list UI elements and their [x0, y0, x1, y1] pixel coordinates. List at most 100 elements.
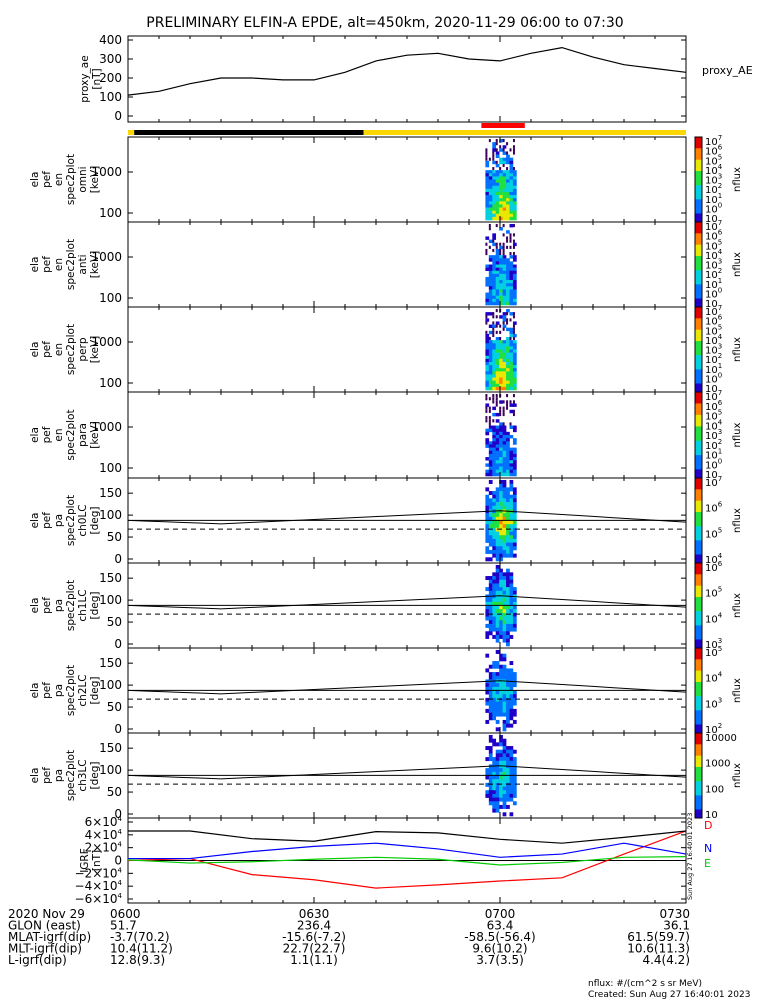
spectro-cell — [509, 753, 514, 758]
spectro-cell — [502, 315, 507, 319]
spectro-cell — [502, 270, 507, 275]
colorbar-swatch — [695, 639, 702, 643]
spectro-cell — [512, 535, 517, 540]
spectro-cell — [495, 590, 500, 595]
spectro-cell — [492, 301, 497, 306]
spectro-cell — [499, 298, 503, 303]
spectro-cell — [495, 727, 500, 732]
spectro-cell — [499, 198, 503, 202]
spectro-cell — [512, 425, 517, 429]
spectro-cell — [488, 705, 493, 710]
spectro-cell — [502, 694, 507, 699]
colorbar-swatch — [695, 543, 702, 547]
spectro-cell — [509, 498, 514, 503]
igrf-series-total — [128, 830, 687, 844]
colorbar-swatch — [695, 761, 702, 765]
colorbar-swatch — [695, 523, 702, 527]
spectro-cell — [499, 248, 502, 253]
spectro-cell — [506, 460, 510, 464]
spectro-cell — [499, 779, 503, 784]
spectro-cell — [502, 400, 505, 404]
spectro-cell — [509, 157, 514, 162]
spectro-cell — [485, 185, 490, 190]
spectro-cell — [509, 148, 512, 152]
spectro-cell — [492, 801, 497, 806]
spectro-cell — [506, 261, 510, 265]
spectro-cell — [488, 664, 493, 669]
spectro-cell — [509, 697, 514, 702]
energy-panel-label: pef — [41, 426, 53, 443]
spectro-cell — [499, 330, 502, 334]
spectro-cell — [495, 579, 500, 584]
spectro-cell — [495, 142, 498, 146]
spectro-cell — [495, 513, 500, 518]
spectro-cell — [506, 383, 510, 388]
spectro-cell — [506, 176, 510, 180]
spectro-cell — [512, 542, 517, 547]
spectro-cell — [499, 195, 503, 199]
spectro-cell — [495, 472, 500, 477]
spectro-cell — [499, 170, 503, 174]
spectro-cell — [509, 634, 514, 639]
spectro-cell — [506, 697, 510, 702]
ae-series-line — [127, 46, 687, 96]
spectro-cell — [488, 195, 493, 199]
spectro-cell — [492, 406, 497, 411]
colorbar-swatch — [695, 554, 702, 558]
spectro-cell — [492, 701, 497, 706]
spectro-cell — [495, 686, 500, 691]
spectro-cell — [492, 583, 497, 588]
spectro-cell — [492, 516, 497, 521]
spectro-cell — [502, 204, 507, 208]
spectro-cell — [509, 270, 514, 275]
colorbar-swatch — [695, 744, 702, 748]
spectro-cell — [512, 340, 517, 344]
pitch-angle-panel-label: ela — [29, 683, 41, 699]
spectro-cell — [495, 516, 500, 521]
colorbar-swatch — [695, 241, 702, 246]
colorbar-swatch — [695, 704, 702, 708]
spectro-cell — [502, 683, 507, 688]
sunlight-bar-segment — [134, 130, 364, 135]
spectro-cell — [502, 245, 505, 249]
spectro-cell — [488, 531, 493, 536]
colorbar-swatch — [695, 568, 702, 572]
colorbar-swatch — [695, 386, 702, 390]
colorbar-tick: 104 — [705, 671, 723, 685]
spectro-cell — [492, 590, 497, 595]
spectro-cell — [506, 642, 510, 647]
spectro-cell — [495, 213, 500, 218]
spectro-cell — [485, 154, 488, 158]
spectro-cell — [499, 428, 503, 433]
spectro-cell — [485, 782, 490, 787]
y-tick-label: 50 — [107, 530, 122, 544]
spectro-cell — [499, 742, 503, 747]
spectro-cell — [509, 327, 514, 332]
spectro-cell — [506, 406, 509, 410]
colorbar-swatch — [695, 625, 702, 629]
spectro-cell — [502, 572, 507, 577]
spectro-cell — [506, 491, 510, 496]
spectro-cell — [495, 779, 500, 784]
energy-panel-frame — [127, 306, 687, 393]
spectro-cell — [509, 790, 514, 795]
spectro-cell — [485, 683, 490, 688]
pitch-angle-spectrogram — [485, 565, 517, 647]
spectro-cell — [495, 261, 500, 265]
spectro-cell — [512, 768, 517, 773]
colorbar-swatch — [695, 514, 702, 519]
spectro-cell — [499, 447, 503, 452]
spectro-cell — [506, 346, 510, 350]
spectro-cell — [492, 286, 497, 290]
x-axis-row-value: 61.5(59.7) — [627, 930, 690, 944]
spectro-cell — [495, 428, 500, 433]
spectro-cell — [488, 255, 493, 259]
spectro-cell — [509, 380, 514, 385]
spectro-cell — [502, 587, 507, 592]
spectro-cell — [499, 213, 503, 218]
spectro-cell — [492, 315, 495, 319]
x-axis-row-label: L-igrf(dip) — [8, 953, 67, 967]
spectro-cell — [512, 289, 517, 293]
spectro-cell — [492, 661, 497, 666]
spectro-cell — [485, 516, 490, 521]
